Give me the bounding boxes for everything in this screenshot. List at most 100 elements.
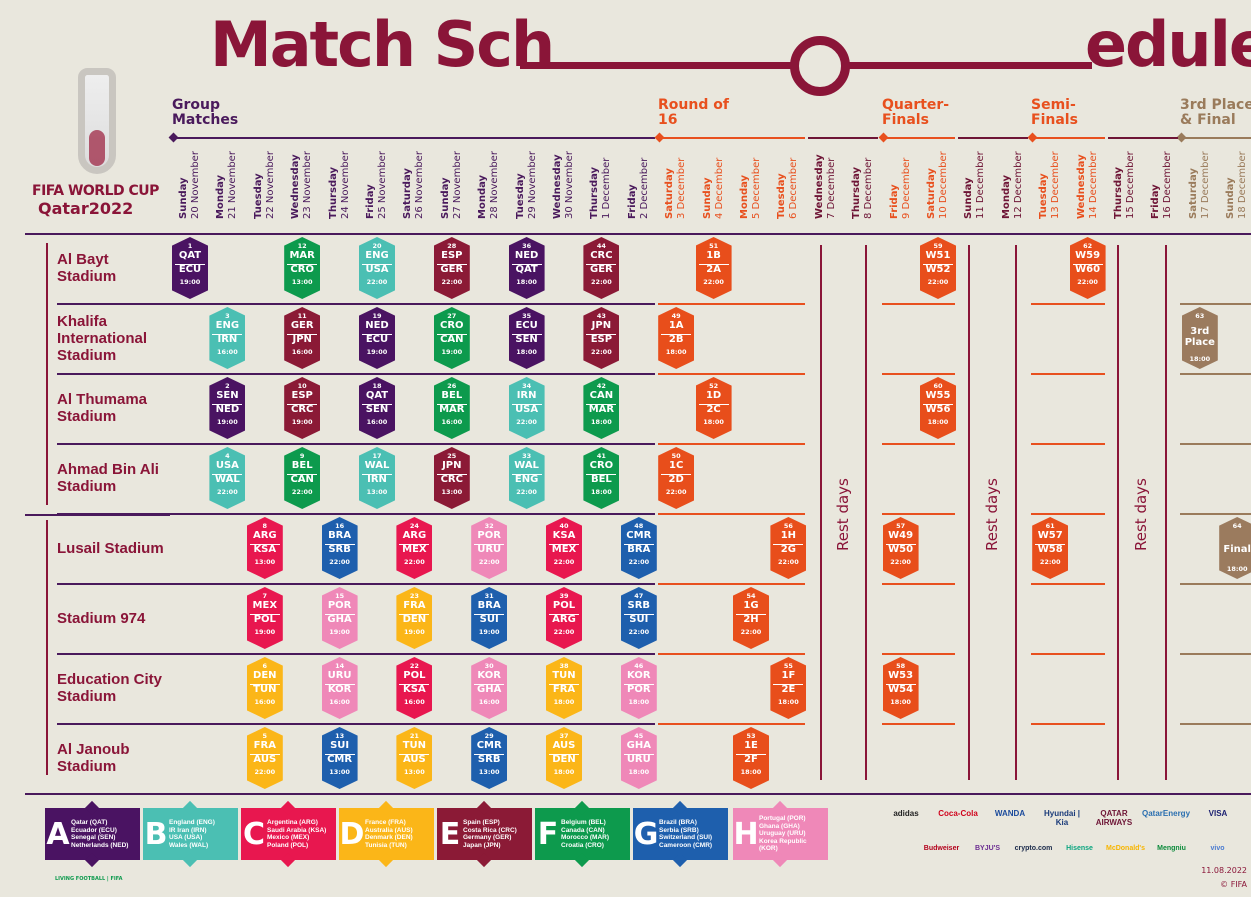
- date-label: 6 December: [788, 157, 800, 219]
- match-badge[interactable]: 6 DEN TUN 16:00: [246, 657, 283, 719]
- match-badge[interactable]: 20 ENG USA 22:00: [359, 237, 395, 299]
- versus-divider: [175, 264, 205, 267]
- away-team: SRB: [328, 544, 351, 555]
- match-badge[interactable]: 37 AUS DEN 18:00: [546, 727, 582, 789]
- date-header: Wednesday 7 December: [814, 143, 848, 219]
- match-badge[interactable]: 53 1E 2F 18:00: [733, 727, 769, 789]
- match-badge[interactable]: 16 BRA SRB 22:00: [321, 517, 358, 579]
- match-badge[interactable]: 59 W51 W52 22:00: [920, 237, 956, 299]
- match-badge[interactable]: 41 CRO BEL 18:00: [583, 447, 620, 509]
- match-badge[interactable]: 58 W53 W54 18:00: [882, 657, 919, 719]
- match-badge[interactable]: 50 1C 2D 22:00: [658, 447, 695, 509]
- match-badge[interactable]: 34 IRN USA 22:00: [508, 377, 545, 439]
- match-badge[interactable]: 22 POL KSA 16:00: [396, 657, 433, 719]
- kickoff-time: 19:00: [254, 628, 276, 636]
- match-number: 31: [484, 592, 494, 600]
- match-number: 53: [746, 732, 756, 740]
- match-badge[interactable]: 39 POL ARG 22:00: [546, 587, 582, 649]
- kickoff-time: 22:00: [628, 558, 650, 566]
- match-badge[interactable]: 15 POR GHA 19:00: [321, 587, 358, 649]
- match-badge[interactable]: 33 WAL ENG 22:00: [508, 447, 545, 509]
- match-badge[interactable]: 18 QAT SEN 16:00: [359, 377, 395, 439]
- match-badge[interactable]: 46 KOR POR 18:00: [620, 657, 657, 719]
- match-badge[interactable]: 44 CRC GER 22:00: [583, 237, 620, 299]
- match-badge[interactable]: 43 JPN ESP 22:00: [583, 307, 620, 369]
- match-badge[interactable]: 27 CRO CAN 19:00: [433, 307, 470, 369]
- match-badge[interactable]: 5 FRA AUS 22:00: [246, 727, 283, 789]
- match-badge[interactable]: 31 BRA SUI 19:00: [471, 587, 508, 649]
- match-badge[interactable]: 47 SRB SUI 22:00: [620, 587, 657, 649]
- match-badge[interactable]: 10 ESP CRC 19:00: [284, 377, 321, 439]
- date-weekday: Sunday: [701, 177, 713, 219]
- row-divider: [882, 443, 955, 445]
- match-badge[interactable]: 38 TUN FRA 18:00: [546, 657, 582, 719]
- match-badge[interactable]: 57 W49 W50 22:00: [882, 517, 919, 579]
- match-badge[interactable]: 1 QAT ECU 19:00: [172, 237, 208, 299]
- match-badge[interactable]: 54 1G 2H 22:00: [733, 587, 769, 649]
- home-team: IRN: [516, 390, 537, 401]
- match-badge[interactable]: 8 ARG KSA 13:00: [246, 517, 283, 579]
- match-badge[interactable]: 29 CMR SRB 13:00: [471, 727, 508, 789]
- home-team: POL: [403, 670, 426, 681]
- match-badge[interactable]: 56 1H 2G 22:00: [770, 517, 807, 579]
- versus-divider: [1035, 544, 1066, 547]
- versus-divider: [249, 544, 280, 547]
- versus-divider: [212, 334, 243, 337]
- away-team: JPN: [292, 334, 312, 345]
- away-team: CAN: [440, 334, 464, 345]
- match-badge[interactable]: 40 KSA MEX 22:00: [546, 517, 582, 579]
- phase-marker-icon: [168, 132, 179, 143]
- match-badge[interactable]: 12 MAR CRO 13:00: [284, 237, 321, 299]
- match-badge[interactable]: 13 SUI CMR 13:00: [321, 727, 358, 789]
- phase-connector-line: [958, 137, 1028, 139]
- match-badge[interactable]: 28 ESP GER 22:00: [433, 237, 470, 299]
- match-badge[interactable]: 62 W59 W60 22:00: [1069, 237, 1106, 299]
- match-badge[interactable]: 45 GHA URU 18:00: [620, 727, 657, 789]
- match-badge[interactable]: 52 1D 2C 18:00: [695, 377, 732, 439]
- match-badge[interactable]: 48 CMR BRA 22:00: [620, 517, 657, 579]
- group-team: Brazil (BRA): [659, 819, 697, 826]
- match-badge[interactable]: 9 BEL CAN 22:00: [284, 447, 321, 509]
- home-team: CMR: [476, 740, 502, 751]
- match-badge[interactable]: 32 POR URU 22:00: [471, 517, 508, 579]
- match-badge[interactable]: 36 NED QAT 18:00: [508, 237, 545, 299]
- kickoff-time: 16:00: [291, 348, 313, 356]
- row-divider: [1180, 653, 1251, 655]
- match-badge[interactable]: 42 CAN MAR 18:00: [583, 377, 620, 439]
- phase-line: [1031, 137, 1105, 139]
- match-badge[interactable]: 11 GER JPN 16:00: [284, 307, 321, 369]
- kickoff-time: 22:00: [591, 348, 612, 356]
- match-badge[interactable]: 49 1A 2B 18:00: [658, 307, 695, 369]
- match-badge[interactable]: 2 SEN NED 19:00: [209, 377, 246, 439]
- row-divider: [1180, 303, 1251, 305]
- group-letter: D: [339, 816, 365, 852]
- match-badge[interactable]: 14 URU KOR 16:00: [321, 657, 358, 719]
- home-team: ESP: [441, 250, 463, 261]
- date-header: Tuesday 6 December: [776, 143, 810, 219]
- kickoff-time: 19:00: [441, 348, 463, 356]
- date-weekday: Monday: [215, 174, 227, 219]
- match-badge[interactable]: 51 1B 2A 22:00: [695, 237, 732, 299]
- home-team: POR: [327, 600, 352, 611]
- match-badge[interactable]: 23 FRA DEN 19:00: [396, 587, 433, 649]
- match-badge[interactable]: 30 KOR GHA 16:00: [471, 657, 508, 719]
- phase-marker-icon: [1027, 132, 1038, 143]
- match-badge[interactable]: 35 ECU SEN 18:00: [508, 307, 545, 369]
- match-badge[interactable]: 24 ARG MEX 22:00: [396, 517, 433, 579]
- match-badge[interactable]: 21 TUN AUS 13:00: [396, 727, 433, 789]
- match-badge[interactable]: 3 ENG IRN 16:00: [209, 307, 246, 369]
- match-badge[interactable]: 17 WAL IRN 13:00: [359, 447, 395, 509]
- match-badge[interactable]: 60 W55 W56 18:00: [920, 377, 956, 439]
- match-badge[interactable]: 4 USA WAL 22:00: [209, 447, 246, 509]
- match-badge[interactable]: 19 NED ECU 19:00: [359, 307, 395, 369]
- match-badge[interactable]: 64 Final 18:00: [1219, 517, 1251, 579]
- match-badge[interactable]: 61 W57 W58 22:00: [1032, 517, 1069, 579]
- match-badge[interactable]: 63 3rd Place 18:00: [1181, 307, 1218, 369]
- match-badge[interactable]: 7 MEX POL 19:00: [246, 587, 283, 649]
- match-number: 54: [746, 592, 756, 600]
- home-team: BRA: [477, 600, 501, 611]
- match-number: 56: [783, 522, 793, 530]
- match-badge[interactable]: 55 1F 2E 18:00: [770, 657, 807, 719]
- match-badge[interactable]: 25 JPN CRC 13:00: [433, 447, 470, 509]
- match-badge[interactable]: 26 BEL MAR 16:00: [433, 377, 470, 439]
